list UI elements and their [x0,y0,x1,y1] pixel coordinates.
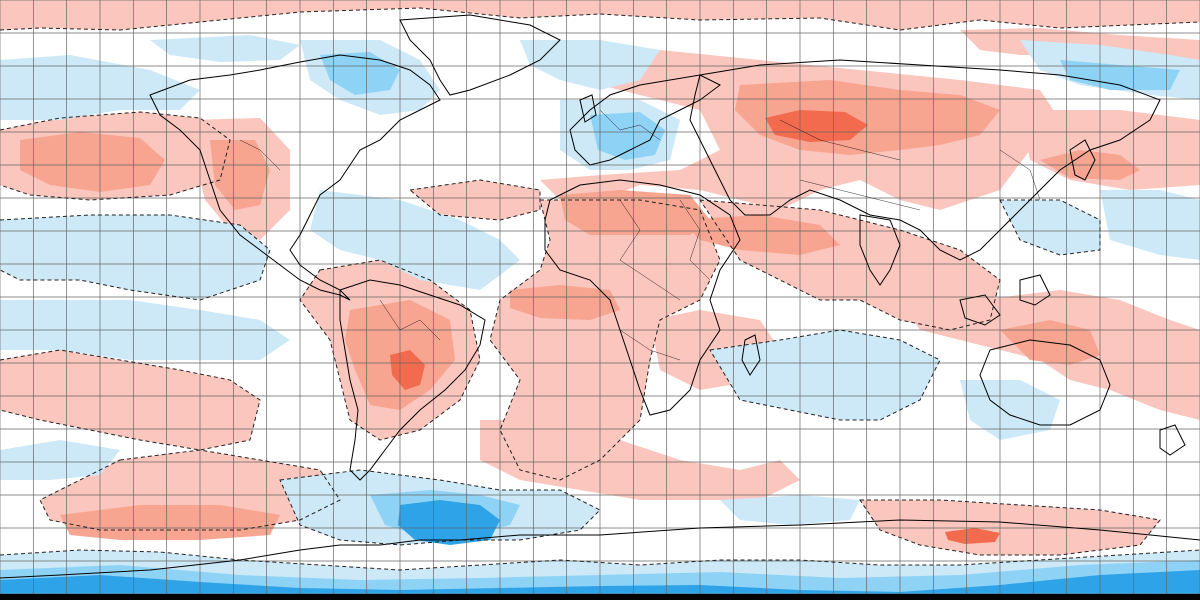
dashed-contours [0,7,1200,571]
warm-anomaly-strong [390,110,1000,544]
country-borders [239,109,1041,361]
bottom-frame-bar [0,594,1200,600]
coastlines [0,14,1200,579]
